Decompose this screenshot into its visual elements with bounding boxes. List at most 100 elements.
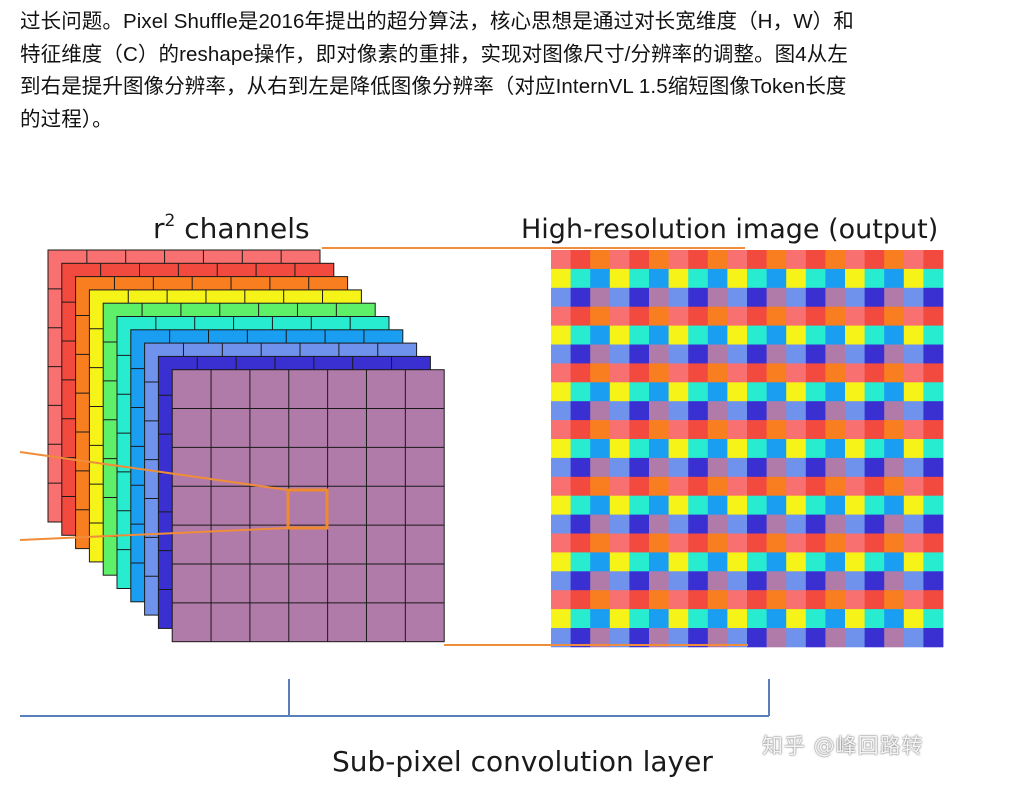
output-pixel: [590, 401, 611, 421]
output-pixel: [668, 571, 689, 591]
output-pixel: [747, 344, 767, 364]
output-pixel: [845, 344, 865, 364]
output-pixel: [707, 268, 728, 289]
output-pixel: [845, 590, 865, 610]
output-pixel: [845, 382, 865, 402]
output-pixel: [707, 495, 728, 515]
output-pixel: [884, 250, 905, 270]
output-pixel: [570, 382, 591, 402]
output-pixel: [629, 590, 650, 610]
output-pixel: [668, 457, 689, 478]
output-pixel: [551, 325, 571, 345]
output-pixel: [845, 495, 865, 515]
output-pixel: [551, 439, 571, 459]
output-pixel: [786, 609, 807, 629]
output-pixel: [688, 287, 709, 308]
output-pixel: [590, 306, 611, 326]
output-pixel: [923, 382, 944, 402]
output-pixel: [825, 457, 846, 478]
output-pixel: [727, 628, 748, 648]
output-pixel: [707, 457, 728, 478]
output-pixel: [864, 495, 885, 515]
output-pixel: [727, 552, 748, 572]
output-pixel: [570, 457, 591, 478]
output-pixel: [786, 420, 807, 440]
output-pixel: [609, 363, 630, 383]
output-pixel: [727, 306, 748, 326]
output-pixel: [923, 306, 944, 326]
output-pixel: [825, 268, 846, 289]
output-pixel: [551, 628, 571, 648]
output-pixel: [688, 514, 709, 534]
output-pixel: [609, 401, 630, 421]
output-pixel: [825, 363, 846, 383]
output-pixel: [590, 250, 611, 270]
output-pixel: [629, 609, 650, 629]
output-pixel: [845, 420, 865, 440]
output-pixel: [884, 344, 905, 364]
output-pixel: [903, 420, 924, 440]
output-pixel: [884, 363, 905, 383]
output-pixel: [570, 306, 591, 326]
output-pixel: [590, 495, 611, 515]
output-pixel: [747, 401, 767, 421]
output-pixel: [570, 439, 591, 459]
output-pixel: [884, 476, 905, 497]
output-pixel: [864, 457, 885, 478]
output-pixel: [688, 495, 709, 515]
output-pixel: [727, 495, 748, 515]
article-line-2: 特征维度（C）的reshape操作，即对像素的重排，实现对图像尺寸/分辨率的调整…: [20, 42, 848, 66]
output-pixel: [786, 344, 807, 364]
output-pixel: [747, 420, 767, 440]
output-pixel: [805, 457, 826, 478]
output-pixel: [629, 514, 650, 534]
output-pixel: [825, 382, 846, 402]
output-pixel: [903, 363, 924, 383]
output-pixel: [551, 306, 571, 326]
output-pixel: [707, 325, 728, 345]
output-pixel: [884, 439, 905, 459]
output-pixel: [884, 420, 905, 440]
output-pixel: [590, 420, 611, 440]
output-pixel: [747, 457, 767, 478]
output-pixel: [766, 268, 787, 289]
output-pixel: [884, 571, 905, 591]
output-pixel: [845, 401, 865, 421]
output-pixel: [845, 250, 865, 270]
output-pixel: [727, 420, 748, 440]
output-pixel: [786, 552, 807, 572]
output-pixel: [903, 552, 924, 572]
output-pixel: [727, 382, 748, 402]
output-pixel: [727, 439, 748, 459]
output-pixel: [727, 514, 748, 534]
output-pixel: [786, 306, 807, 326]
output-pixel: [805, 382, 826, 402]
output-pixel: [884, 268, 905, 289]
output-pixel: [609, 344, 630, 364]
output-pixel: [727, 533, 748, 553]
output-pixel: [590, 344, 611, 364]
output-pixel: [903, 533, 924, 553]
output-pixel: [923, 514, 944, 534]
output-pixel: [590, 514, 611, 534]
output-pixel: [688, 363, 709, 383]
output-pixel: [649, 420, 669, 440]
output-pixel: [590, 628, 611, 648]
output-pixel: [766, 439, 787, 459]
output-pixel: [688, 439, 709, 459]
output-pixel: [649, 609, 669, 629]
output-pixel: [805, 571, 826, 591]
output-pixel: [668, 476, 689, 497]
output-pixel: [805, 344, 826, 364]
output-pixel: [766, 514, 787, 534]
output-pixel: [884, 495, 905, 515]
output-pixel: [551, 476, 571, 497]
output-pixel: [786, 457, 807, 478]
output-pixel: [570, 628, 591, 648]
output-pixel: [551, 457, 571, 478]
output-pixel: [551, 609, 571, 629]
output-pixel: [766, 250, 787, 270]
output-pixel: [609, 268, 630, 289]
highlight-pixel-box: [286, 488, 329, 530]
output-pixel: [825, 476, 846, 497]
